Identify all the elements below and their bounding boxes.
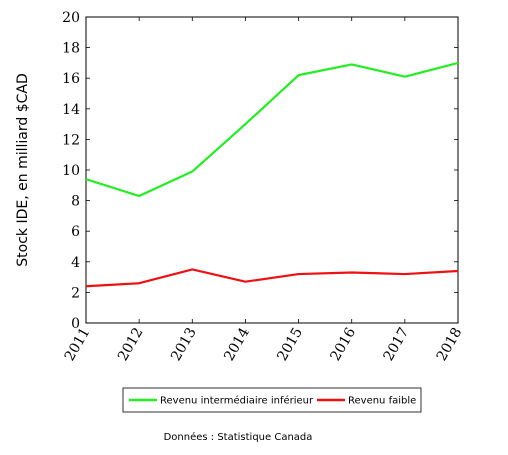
y-tick-label: 18 — [62, 41, 80, 57]
legend: Revenu intermédiaire inférieur Revenu fa… — [122, 387, 422, 413]
x-tick-label: 2012 — [115, 325, 147, 364]
y-tick-label: 12 — [62, 132, 80, 148]
y-axis: 0 2 4 6 8 10 12 14 16 18 20 — [62, 10, 458, 332]
y-tick-label: 2 — [71, 285, 80, 301]
legend-label-revenu-faible: Revenu faible — [348, 396, 416, 407]
series-line-0 — [85, 61, 459, 198]
series-lines — [85, 61, 459, 288]
y-tick-label: 20 — [62, 10, 80, 26]
x-tick-label: 2017 — [381, 325, 413, 364]
x-tick-label: 2018 — [434, 325, 466, 364]
x-tick-label: 2015 — [274, 325, 306, 364]
y-tick-label: 0 — [71, 316, 80, 332]
y-tick-label: 14 — [62, 102, 80, 118]
y-axis-label: Stock IDE, en milliard $CAD — [15, 73, 31, 266]
x-tick-label: 2016 — [328, 325, 360, 364]
y-tick-label: 10 — [62, 163, 80, 179]
y-tick-label: 4 — [71, 255, 80, 271]
y-tick-label: 16 — [62, 71, 80, 87]
source-note: Données : Statistique Canada — [164, 431, 313, 443]
x-tick-label: 2014 — [221, 325, 253, 364]
legend-label-revenu-intermediaire-inferieur: Revenu intermédiaire inférieur — [160, 395, 314, 407]
series-line-1 — [85, 268, 459, 288]
y-tick-label: 6 — [71, 224, 80, 240]
y-tick-label: 8 — [71, 194, 80, 210]
x-tick-label: 2013 — [168, 325, 200, 364]
x-tick-label: 2011 — [62, 325, 94, 364]
legend-box — [122, 387, 422, 413]
